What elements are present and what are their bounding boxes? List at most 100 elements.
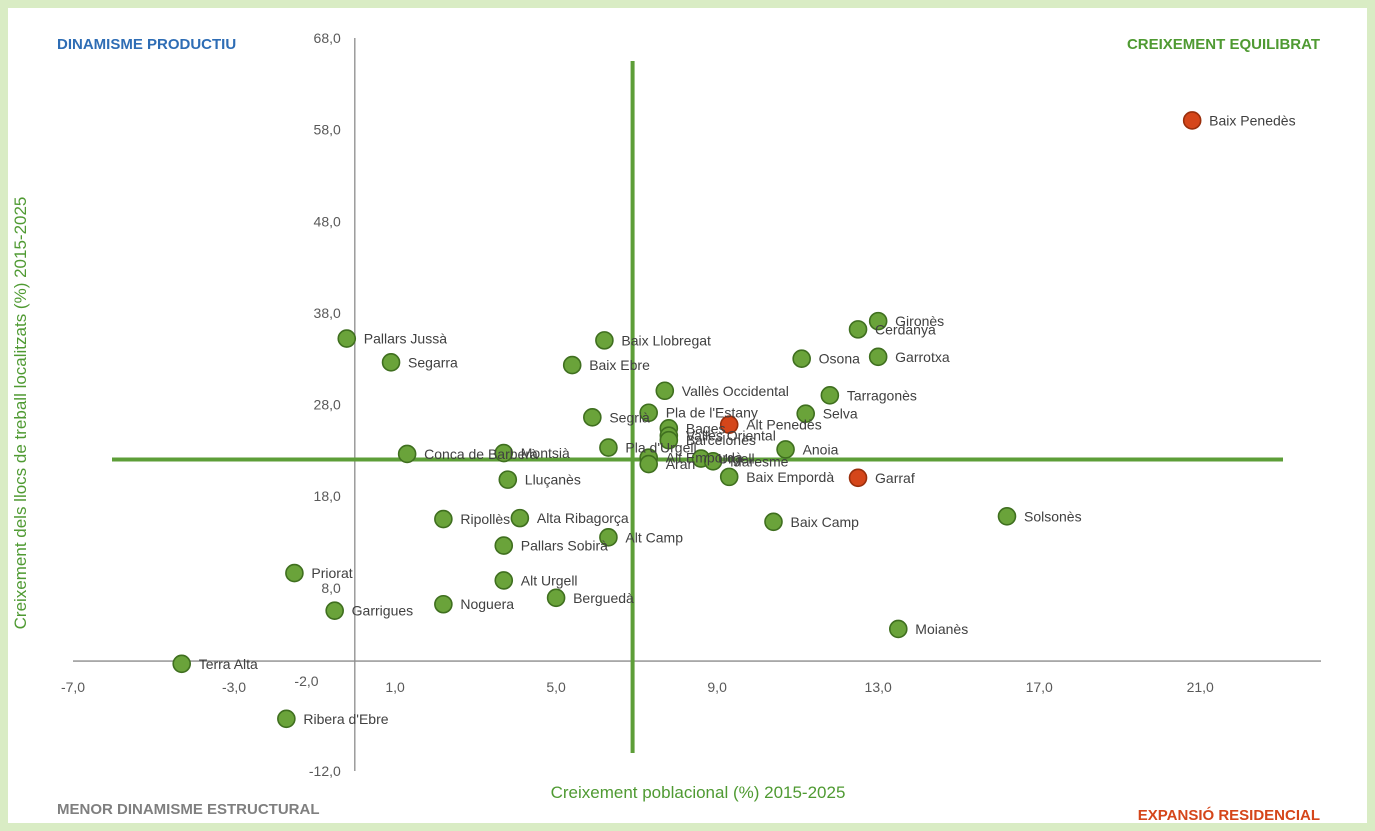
- data-point-label: Ripollès: [460, 511, 510, 527]
- data-point: [434, 594, 453, 614]
- y-tick-label: 48,0: [314, 213, 341, 229]
- y-tick-label: 68,0: [314, 30, 341, 46]
- data-point-label: Terra Alta: [199, 656, 258, 672]
- data-point: [546, 588, 566, 608]
- data-point: [562, 355, 582, 375]
- data-point: [703, 452, 723, 471]
- data-point-label: Selva: [823, 406, 858, 422]
- data-point: [639, 403, 658, 423]
- data-point-label: Pla d'Urgell: [625, 440, 696, 456]
- data-point: [848, 320, 868, 339]
- quadrant-label-top-left: DINAMISME PRODUCTIU: [57, 36, 236, 53]
- data-points: [172, 111, 1202, 729]
- y-tick-label: 58,0: [314, 122, 341, 138]
- x-tick-label: 13,0: [865, 679, 892, 695]
- data-point: [997, 506, 1017, 526]
- data-point-label: Pallars Jussà: [364, 331, 447, 347]
- x-axis-title: Creixement poblacional (%) 2015-2025: [551, 783, 846, 802]
- data-point: [659, 430, 679, 450]
- data-point-label: Segarra: [408, 354, 458, 370]
- data-point: [639, 454, 658, 474]
- data-point: [494, 571, 514, 590]
- data-point: [498, 470, 518, 489]
- data-point: [868, 311, 888, 331]
- y-tick-label: -12,0: [309, 763, 341, 779]
- data-point-label: Cerdanya: [875, 321, 936, 337]
- data-point-label: Vallès Occidental: [682, 383, 789, 399]
- data-point-label: Berguedà: [573, 590, 634, 606]
- data-point: [820, 386, 840, 405]
- data-point-label: Alta Ribagorça: [537, 510, 629, 526]
- data-point: [337, 329, 357, 348]
- data-point: [868, 347, 888, 367]
- data-point: [764, 512, 783, 532]
- x-tick-label: 21,0: [1187, 679, 1214, 695]
- data-point: [599, 438, 618, 457]
- y-tick-label: 28,0: [314, 397, 341, 413]
- data-point: [494, 443, 514, 463]
- quadrant-label-top-right: CREIXEMENT EQUILIBRAT: [1127, 36, 1320, 53]
- data-point-label: Gironès: [895, 313, 944, 329]
- data-point: [285, 563, 304, 583]
- data-point: [583, 408, 602, 427]
- x-tick-label: 17,0: [1026, 679, 1053, 695]
- data-point-label: Garraf: [875, 470, 915, 486]
- data-point: [510, 508, 530, 528]
- data-point: [792, 349, 811, 368]
- y-tick-label: 18,0: [314, 488, 341, 504]
- data-point-label: Conca de Barberà: [424, 446, 538, 462]
- x-tick-label: 9,0: [707, 679, 727, 695]
- data-point-label: Bages: [686, 420, 726, 436]
- data-point-label: Vallès Oriental: [686, 428, 776, 444]
- data-point: [888, 619, 908, 639]
- data-point: [595, 331, 614, 350]
- x-tick-label: 5,0: [546, 679, 566, 695]
- data-point-label: Tarragonès: [847, 387, 917, 403]
- data-point-label: Noguera: [460, 596, 514, 612]
- data-point-label: Ribera d'Ebre: [303, 711, 388, 727]
- y-tick-label: 8,0: [321, 580, 341, 596]
- data-point-label: Baix Ebre: [589, 357, 650, 373]
- data-point: [277, 709, 296, 729]
- data-point: [719, 415, 739, 434]
- data-point: [172, 654, 191, 674]
- data-point-label: Pla de l'Estany: [666, 405, 758, 421]
- data-point: [719, 467, 739, 487]
- data-point-label: Alt Empordà: [666, 450, 743, 466]
- axes: [73, 38, 1321, 771]
- data-point-label: Baix Camp: [790, 514, 859, 530]
- y-tick-label: 38,0: [314, 305, 341, 321]
- data-point-label: Garrotxa: [895, 349, 950, 365]
- scatter-chart: -7,0 -3,0 1,0 5,0 9,0 13,0 17,0 21,0 -2,0 68,0 58,…: [11, 30, 1321, 823]
- data-point-label: Priorat: [311, 565, 352, 581]
- data-point-label: Maresme: [730, 453, 789, 469]
- data-point-label: Segrià: [609, 409, 650, 425]
- x-tick-label-extra: -2,0: [294, 673, 318, 689]
- data-point: [848, 468, 868, 488]
- x-tick-label: 1,0: [385, 679, 405, 695]
- data-point-label: Moianès: [915, 621, 968, 637]
- tick-labels: -7,0 -3,0 1,0 5,0 9,0 13,0 17,0 21,0 -2,0 68,0 58,…: [61, 30, 1214, 779]
- data-point-label: Urgell: [718, 451, 755, 467]
- data-point: [655, 381, 675, 401]
- data-point: [397, 444, 417, 464]
- data-point: [494, 536, 514, 555]
- data-point-label: Aran: [666, 456, 696, 472]
- data-point-label: Garrigues: [352, 603, 413, 619]
- data-point-label: Solsonès: [1024, 508, 1082, 524]
- data-point: [796, 404, 815, 423]
- data-point-label: Pallars Sobirà: [521, 538, 608, 554]
- data-point: [381, 353, 401, 372]
- data-point-label: Anoia: [803, 441, 839, 457]
- data-point: [325, 601, 344, 620]
- chart-frame: -7,0 -3,0 1,0 5,0 9,0 13,0 17,0 21,0 -2,0 68,0 58,…: [8, 8, 1367, 823]
- data-point-label: Montsià: [521, 445, 570, 461]
- data-point: [776, 440, 795, 459]
- quadrant-label-bottom-right: EXPANSIÓ RESIDENCIAL: [1138, 806, 1320, 823]
- data-point-label: Alt Urgell: [521, 572, 578, 588]
- data-point-label: Baix Llobregat: [621, 332, 711, 348]
- x-tick-label: -7,0: [61, 679, 85, 695]
- data-point-label: Osona: [819, 351, 860, 367]
- y-axis-title: Creixement dels llocs de treball localit…: [11, 197, 30, 630]
